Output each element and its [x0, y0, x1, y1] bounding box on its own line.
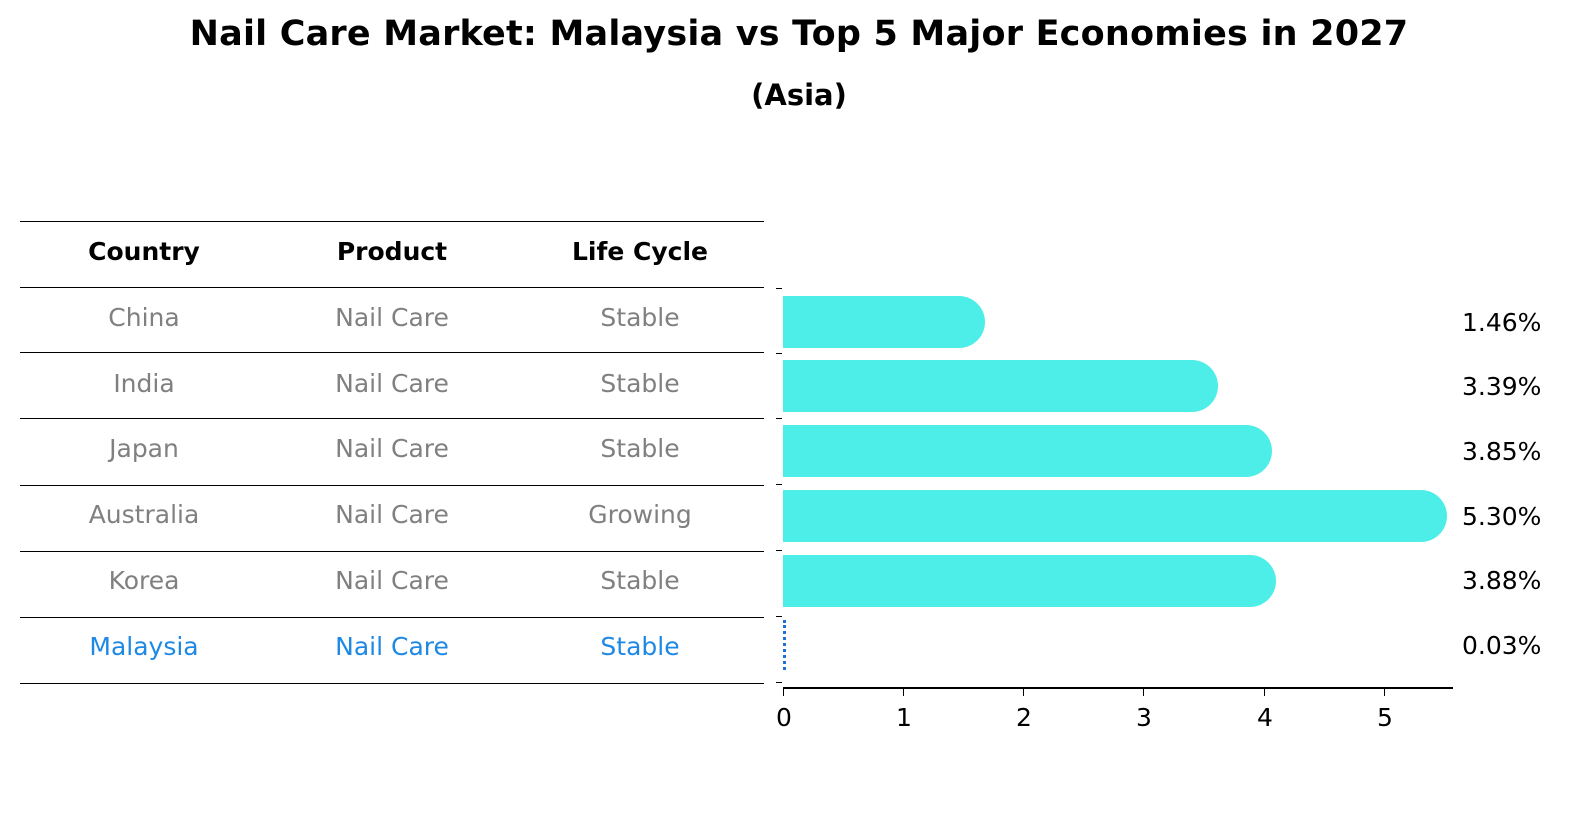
cell-life-cycle: Stable [600, 303, 680, 332]
cell-product: Nail Care [335, 434, 449, 463]
cell-life-cycle: Growing [588, 500, 692, 529]
table-rule [20, 551, 764, 552]
table-rule [20, 418, 764, 419]
table-rule [20, 617, 764, 618]
bar-korea [783, 555, 1276, 607]
table-rule [20, 485, 764, 486]
cell-product: Nail Care [335, 500, 449, 529]
y-tick [776, 288, 782, 289]
cell-country: Malaysia [89, 632, 199, 661]
x-tick-label: 0 [776, 703, 792, 732]
cell-country: India [113, 369, 175, 398]
cell-product: Nail Care [335, 369, 449, 398]
table-rule [20, 287, 764, 288]
value-label: 0.03% [1462, 631, 1542, 660]
cell-life-cycle: Stable [600, 369, 680, 398]
table-rule [20, 352, 764, 353]
x-tick [1384, 688, 1385, 696]
x-tick-label: 1 [896, 703, 912, 732]
cell-product: Nail Care [335, 566, 449, 595]
y-tick [776, 616, 782, 617]
chart-title: Nail Care Market: Malaysia vs Top 5 Majo… [189, 14, 1409, 54]
y-tick [776, 353, 782, 354]
cell-life-cycle: Stable [600, 632, 680, 661]
cell-product: Nail Care [335, 632, 449, 661]
cell-product: Nail Care [335, 303, 449, 332]
y-tick [776, 550, 782, 551]
header-product: Product [336, 237, 448, 266]
x-tick-label: 5 [1377, 703, 1393, 732]
x-tick [1264, 688, 1265, 696]
cell-country: Korea [108, 566, 180, 595]
value-label: 3.39% [1462, 372, 1542, 401]
cell-country: Japan [109, 434, 179, 463]
y-tick [776, 418, 782, 419]
bar-australia [783, 490, 1447, 542]
header-life-cycle: Life Cycle [571, 237, 709, 266]
y-tick [776, 682, 782, 683]
bar-japan [783, 425, 1272, 477]
bar-india [783, 360, 1218, 412]
bar-china [783, 296, 985, 348]
x-tick [783, 688, 784, 696]
cell-country: China [108, 303, 180, 332]
bar-malaysia [783, 620, 789, 670]
cell-country: Australia [88, 500, 200, 529]
x-tick-label: 4 [1257, 703, 1273, 732]
x-tick [1023, 688, 1024, 696]
header-country: Country [88, 237, 200, 266]
table-rule [20, 683, 764, 684]
x-tick [903, 688, 904, 696]
value-label: 3.85% [1462, 437, 1542, 466]
x-tick-label: 2 [1016, 703, 1032, 732]
value-label: 5.30% [1462, 502, 1542, 531]
chart-subtitle: (Asia) [751, 78, 847, 112]
cell-life-cycle: Stable [600, 434, 680, 463]
value-label: 3.88% [1462, 566, 1542, 595]
x-tick [1143, 688, 1144, 696]
value-label: 1.46% [1462, 308, 1542, 337]
cell-life-cycle: Stable [600, 566, 680, 595]
y-tick [776, 484, 782, 485]
x-axis [783, 687, 1453, 689]
table-rule [20, 221, 764, 222]
x-tick-label: 3 [1136, 703, 1152, 732]
